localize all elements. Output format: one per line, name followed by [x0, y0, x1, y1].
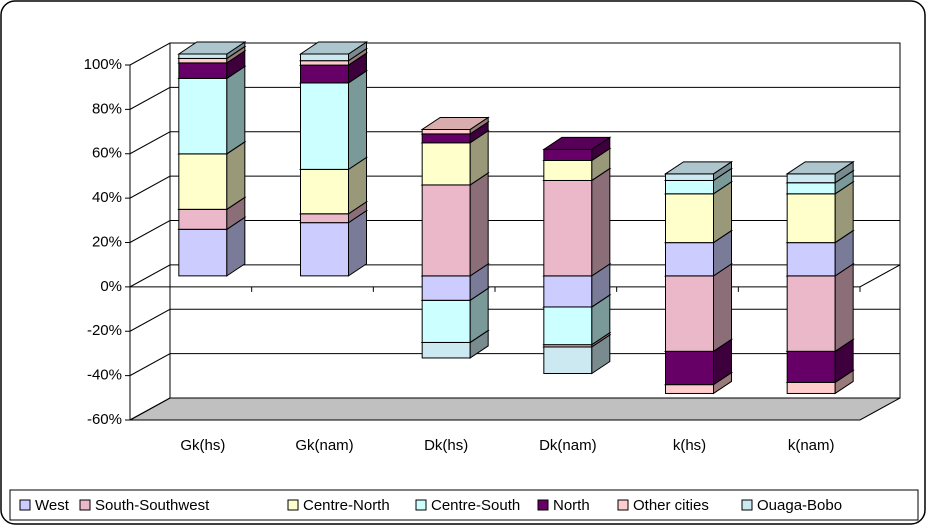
x-tick-label: Gk(hs)	[180, 437, 225, 454]
legend-swatch	[617, 499, 629, 511]
legend-box	[9, 489, 919, 521]
bar-segment	[300, 168, 349, 215]
bar-segment	[543, 306, 593, 346]
grid-line	[129, 86, 900, 110]
legend-label: Other cities	[633, 497, 709, 514]
y-tick-label: 80%	[92, 100, 122, 117]
bar-segment	[300, 82, 349, 170]
bar-top	[420, 116, 490, 130]
bar-segment	[543, 179, 593, 277]
legend-label: West	[35, 497, 70, 514]
legend-swatch	[19, 499, 31, 511]
y-tick-label: 100%	[84, 56, 122, 73]
bar-top	[177, 41, 247, 55]
floor	[129, 397, 901, 421]
bar-segment	[786, 193, 836, 244]
bar-segment	[786, 275, 836, 352]
bar-side	[834, 262, 854, 353]
bar-side	[348, 69, 367, 171]
y-tick-label: 60%	[92, 145, 122, 162]
bar-segment	[178, 228, 228, 277]
bar-segment	[543, 346, 593, 374]
x-tick-label: Dk(nam)	[539, 437, 597, 454]
bar-segment	[543, 160, 593, 181]
bar-side	[591, 167, 611, 277]
grid-line	[129, 397, 900, 421]
bar-segment	[178, 53, 228, 59]
bar-segment	[421, 133, 471, 144]
grid-line	[129, 42, 900, 66]
grid-line	[129, 308, 900, 332]
y-tick-label: -60%	[87, 411, 122, 428]
bar-segment	[665, 193, 714, 244]
bar-segment	[421, 128, 471, 135]
bar-segment	[665, 173, 714, 181]
bar-segment	[178, 57, 228, 64]
x-tick-label: k(hs)	[673, 437, 706, 454]
bar-side	[469, 171, 489, 277]
bar-segment	[543, 275, 593, 308]
bar-segment	[421, 341, 471, 359]
x-tick-label: Gk(nam)	[295, 437, 353, 454]
bar-top	[785, 161, 855, 175]
bar-segment	[665, 275, 714, 352]
bar-segment	[421, 299, 471, 343]
legend-label: Centre-South	[431, 497, 520, 514]
grid-line	[129, 220, 900, 243]
grid-line	[129, 175, 900, 199]
bar-segment	[665, 384, 714, 394]
legend-swatch	[741, 499, 753, 511]
bar-segment	[786, 350, 836, 383]
bar-segment	[178, 208, 228, 230]
y-tick-label: -40%	[87, 367, 122, 384]
x-tick-label: k(nam)	[788, 437, 835, 454]
bar-segment	[786, 242, 836, 277]
bar-segment	[178, 77, 228, 155]
y-tick-label: 20%	[92, 233, 122, 250]
bar-segment	[300, 64, 349, 84]
bar-segment	[421, 142, 471, 186]
bar-segment	[300, 222, 349, 277]
y-tick-label: 0%	[100, 278, 122, 295]
bar-segment	[786, 381, 836, 394]
bar-segment	[300, 213, 349, 224]
bar-segment	[300, 60, 349, 66]
bar-top	[542, 136, 612, 150]
bar-segment	[665, 179, 714, 195]
legend-label: Centre-North	[303, 497, 390, 514]
bar-segment	[665, 242, 714, 277]
legend-swatch	[79, 499, 91, 511]
legend-label: Ouaga-Bobo	[757, 497, 842, 514]
bar-segment	[543, 148, 593, 161]
bar-top	[298, 41, 369, 55]
legend-label: South-Southwest	[95, 497, 210, 514]
legend-swatch	[415, 499, 427, 511]
legend-label: North	[553, 497, 590, 514]
bar-segment	[665, 350, 714, 386]
grid-line	[129, 264, 900, 288]
y-tick-label: 40%	[92, 189, 122, 206]
bar-top	[663, 161, 734, 175]
y-tick-label: -20%	[87, 322, 122, 339]
x-tick-label: Dk(hs)	[424, 437, 468, 454]
grid-line	[129, 353, 900, 377]
bar-side	[226, 65, 246, 155]
bar-segment	[786, 173, 836, 184]
grid-line	[129, 131, 900, 155]
bar-segment	[421, 184, 471, 277]
legend-swatch	[287, 499, 299, 511]
bar-segment	[178, 62, 228, 79]
bar-side	[713, 262, 732, 353]
bar-segment	[178, 153, 228, 210]
legend-swatch	[537, 499, 549, 511]
bar-segment	[786, 182, 836, 195]
bar-segment	[421, 275, 471, 301]
bar-segment	[300, 53, 349, 62]
